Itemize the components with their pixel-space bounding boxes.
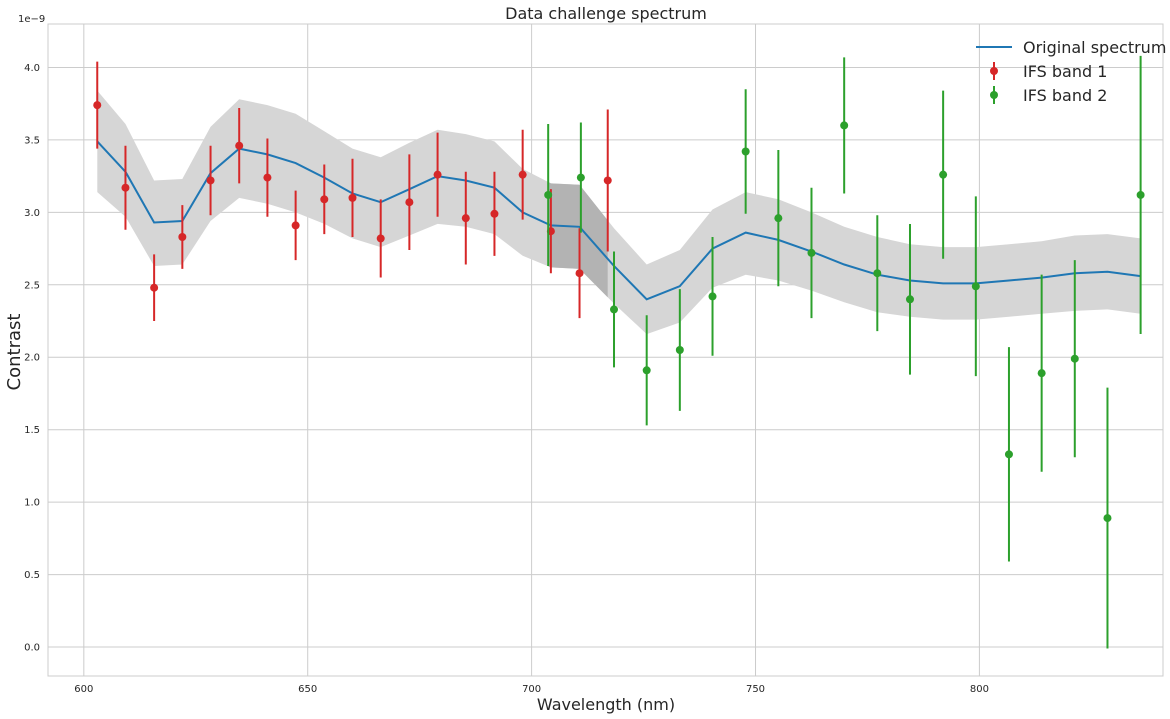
data-point (121, 183, 130, 192)
data-point (575, 269, 584, 278)
data-point (576, 173, 585, 182)
data-point (461, 214, 470, 223)
plot-area (47, 23, 1164, 677)
legend-swatch-point (990, 91, 998, 99)
legend-label: IFS band 1 (1023, 62, 1107, 81)
data-point (905, 295, 914, 304)
data-point (263, 173, 272, 182)
y-tick-label: 3.5 (24, 135, 40, 146)
data-point (603, 176, 612, 185)
data-point (320, 195, 329, 204)
grid (48, 24, 1163, 676)
data-point (178, 232, 187, 241)
data-point (1103, 514, 1112, 523)
data-point (348, 193, 357, 202)
legend-label: Original spectrum (1023, 38, 1166, 57)
data-point (206, 176, 215, 185)
data-point (405, 198, 414, 207)
data-point (807, 248, 816, 257)
legend: Original spectrum IFS band 1 IFS band 2 (976, 38, 1166, 105)
data-point (93, 101, 102, 110)
error-bars (93, 55, 1145, 649)
x-axis-ticks: 600 650 700 750 800 (74, 684, 989, 695)
data-point (1070, 354, 1079, 363)
data-point (774, 214, 783, 223)
data-point (741, 147, 750, 156)
overlap-shade (548, 182, 608, 298)
data-point (376, 234, 385, 243)
y-tick-label: 0.0 (24, 643, 40, 654)
data-point (150, 283, 159, 292)
data-point (610, 305, 619, 314)
data-point (235, 141, 244, 150)
data-point (490, 209, 499, 218)
data-point (840, 121, 849, 130)
y-axis-label: Contrast (4, 314, 25, 391)
data-point (642, 366, 651, 375)
data-point (675, 346, 684, 354)
y-tick-label: 2.5 (24, 280, 40, 291)
data-point (873, 269, 882, 278)
x-tick-label: 700 (522, 684, 541, 695)
data-point (291, 221, 300, 230)
x-tick-label: 600 (74, 684, 93, 695)
y-tick-label: 1.0 (24, 498, 40, 509)
chart-title: Data challenge spectrum (505, 4, 707, 23)
y-tick-label: 4.0 (24, 63, 40, 74)
y-tick-label: 3.0 (24, 208, 40, 219)
y-axis-ticks: 0.0 0.5 1.0 1.5 2.0 2.5 3.0 3.5 4.0 (24, 63, 40, 654)
y-tick-label: 2.0 (24, 353, 40, 364)
data-point (1136, 190, 1145, 199)
plot-frame (47, 23, 1164, 677)
data-point (544, 190, 553, 199)
x-tick-label: 650 (298, 684, 317, 695)
y-tick-label: 1.5 (24, 425, 40, 436)
series-lines (96, 140, 1141, 301)
data-point (939, 170, 948, 179)
data-point (971, 282, 980, 291)
x-axis-label: Wavelength (nm) (537, 695, 675, 714)
data-point (708, 292, 717, 301)
data-point (433, 170, 442, 179)
y-tick-label: 0.5 (24, 570, 40, 581)
data-point (1037, 369, 1046, 378)
x-tick-label: 800 (970, 684, 989, 695)
data-point (518, 170, 527, 179)
x-tick-label: 750 (746, 684, 765, 695)
y-offset-label: 1e−9 (18, 14, 45, 25)
legend-label: IFS band 2 (1023, 86, 1107, 105)
data-point (1004, 450, 1013, 459)
original-spectrum-line (96, 140, 1141, 301)
legend-swatch-point (990, 67, 998, 75)
